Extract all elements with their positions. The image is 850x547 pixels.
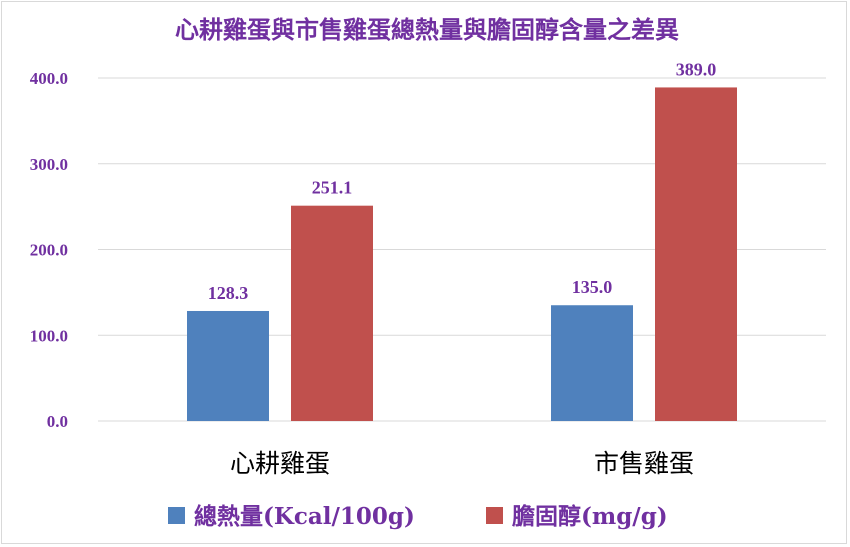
data-label: 135.0 <box>572 277 613 297</box>
bar-calories-1 <box>551 305 633 421</box>
bar-cholesterol-1 <box>655 87 737 422</box>
chart-title: 心耕雞蛋與市售雞蛋總熱量與膽固醇含量之差異 <box>175 15 679 44</box>
data-labels: 128.3 251.1 135.0 389.0 <box>208 59 717 303</box>
bar-calories-0 <box>187 310 269 421</box>
data-label: 128.3 <box>208 283 249 303</box>
y-tick-label: 100.0 <box>30 326 68 345</box>
y-tick-label: 0.0 <box>47 412 68 431</box>
bars <box>187 87 737 422</box>
y-tick-label: 400.0 <box>30 69 68 88</box>
legend-swatch <box>486 507 503 524</box>
legend-label: 總熱量(Kcal/100g) <box>194 503 415 530</box>
x-tick-label: 心耕雞蛋 <box>230 449 330 478</box>
y-tick-label: 300.0 <box>30 155 68 174</box>
bar-cholesterol-0 <box>291 205 373 421</box>
y-axis-ticks: 0.0 100.0 200.0 300.0 400.0 <box>30 69 68 431</box>
x-tick-label: 市售雞蛋 <box>594 449 694 478</box>
x-axis-ticks: 心耕雞蛋 市售雞蛋 <box>230 449 694 478</box>
data-label: 251.1 <box>312 178 353 198</box>
legend-swatch <box>168 507 185 524</box>
legend: 總熱量(Kcal/100g) 膽固醇(mg/g) <box>168 503 668 530</box>
y-tick-label: 200.0 <box>30 241 68 260</box>
data-label: 389.0 <box>676 59 717 79</box>
legend-label: 膽固醇(mg/g) <box>512 503 668 530</box>
